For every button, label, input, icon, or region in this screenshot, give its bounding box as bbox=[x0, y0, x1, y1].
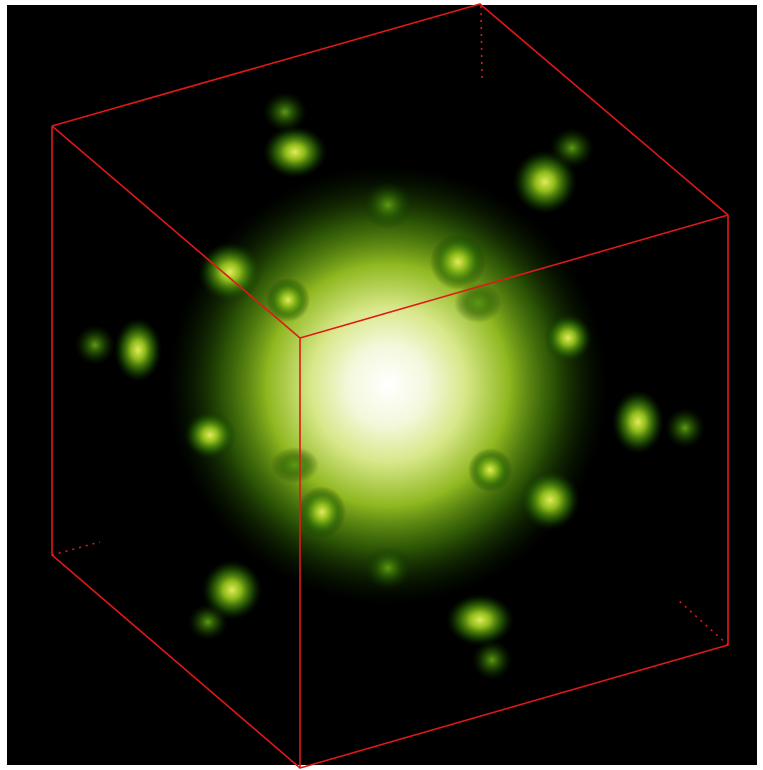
glow bbox=[75, 92, 705, 680]
hidden-edges bbox=[51, 5, 729, 646]
